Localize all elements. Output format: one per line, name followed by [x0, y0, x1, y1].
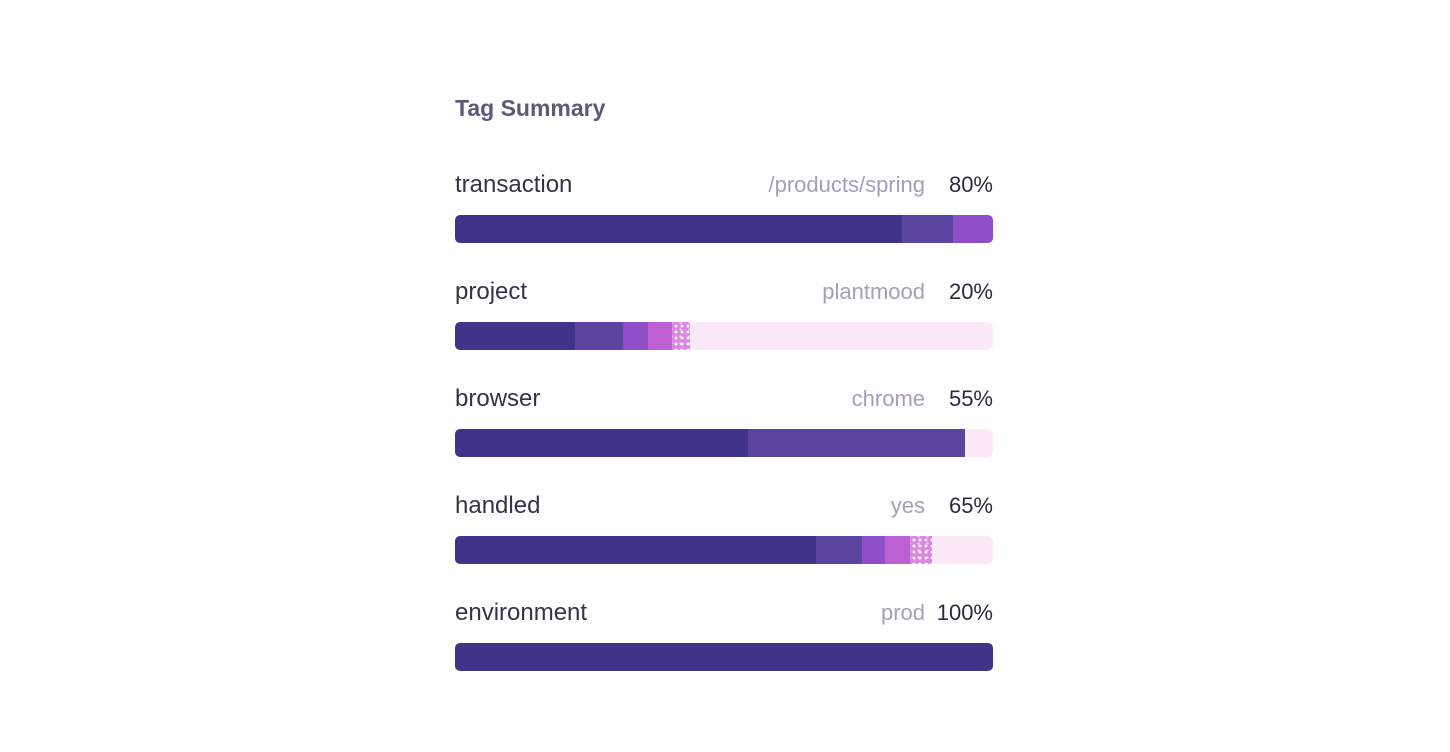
bar-segment[interactable] — [671, 322, 690, 350]
tag-distribution-bar[interactable] — [455, 536, 993, 564]
tag-row: handled yes 65% — [455, 491, 993, 564]
bar-segment[interactable] — [455, 322, 575, 350]
bar-segment[interactable] — [455, 429, 749, 457]
tag-row-header: transaction /products/spring 80% — [455, 170, 993, 200]
tag-name: handled — [455, 492, 541, 519]
tag-percentage: 20% — [948, 279, 993, 304]
tag-percentage: 100% — [936, 600, 993, 625]
bar-segment[interactable] — [885, 536, 911, 564]
bar-segment[interactable] — [862, 536, 886, 564]
tag-percentage: 65% — [948, 493, 993, 518]
tag-distribution-bar[interactable] — [455, 322, 993, 350]
tag-name: project — [455, 278, 528, 305]
bar-segment[interactable] — [815, 536, 863, 564]
tag-distribution-bar[interactable] — [455, 643, 993, 671]
tag-row-header: project plantmood 20% — [455, 277, 993, 307]
tag-top-value: plantmood — [822, 279, 925, 304]
tag-distribution-bar[interactable] — [455, 215, 993, 243]
tag-top-value: /products/spring — [768, 172, 925, 197]
bar-segment[interactable] — [455, 643, 993, 671]
tag-name: transaction — [455, 171, 573, 198]
tag-percentage: 55% — [948, 386, 993, 411]
tag-row-header: handled yes 65% — [455, 491, 993, 521]
bar-segment[interactable] — [748, 429, 966, 457]
bar-segment[interactable] — [902, 215, 954, 243]
bar-segment[interactable] — [622, 322, 648, 350]
bar-segment[interactable] — [647, 322, 672, 350]
bar-segment[interactable] — [574, 322, 623, 350]
tag-top-value: chrome — [851, 386, 925, 411]
tag-row: environment prod 100% — [455, 598, 993, 671]
tag-distribution-bar[interactable] — [455, 429, 993, 457]
tag-top-value: prod — [880, 600, 925, 625]
tag-row: project plantmood 20% — [455, 277, 993, 350]
bar-segment[interactable] — [953, 215, 993, 243]
bar-segment[interactable] — [455, 215, 903, 243]
tag-percentage: 80% — [948, 172, 993, 197]
bar-segment[interactable] — [455, 536, 816, 564]
tag-row-header: browser chrome 55% — [455, 384, 993, 414]
tag-name: browser — [455, 385, 541, 412]
bar-segment[interactable] — [910, 536, 933, 564]
tag-row: transaction /products/spring 80% — [455, 170, 993, 243]
tag-row-header: environment prod 100% — [455, 598, 993, 628]
tag-summary-panel: Tag Summary transaction /products/spring… — [455, 95, 993, 705]
tag-top-value: yes — [890, 493, 925, 518]
tag-row: browser chrome 55% — [455, 384, 993, 457]
tag-name: environment — [455, 599, 588, 626]
panel-title: Tag Summary — [455, 95, 606, 121]
